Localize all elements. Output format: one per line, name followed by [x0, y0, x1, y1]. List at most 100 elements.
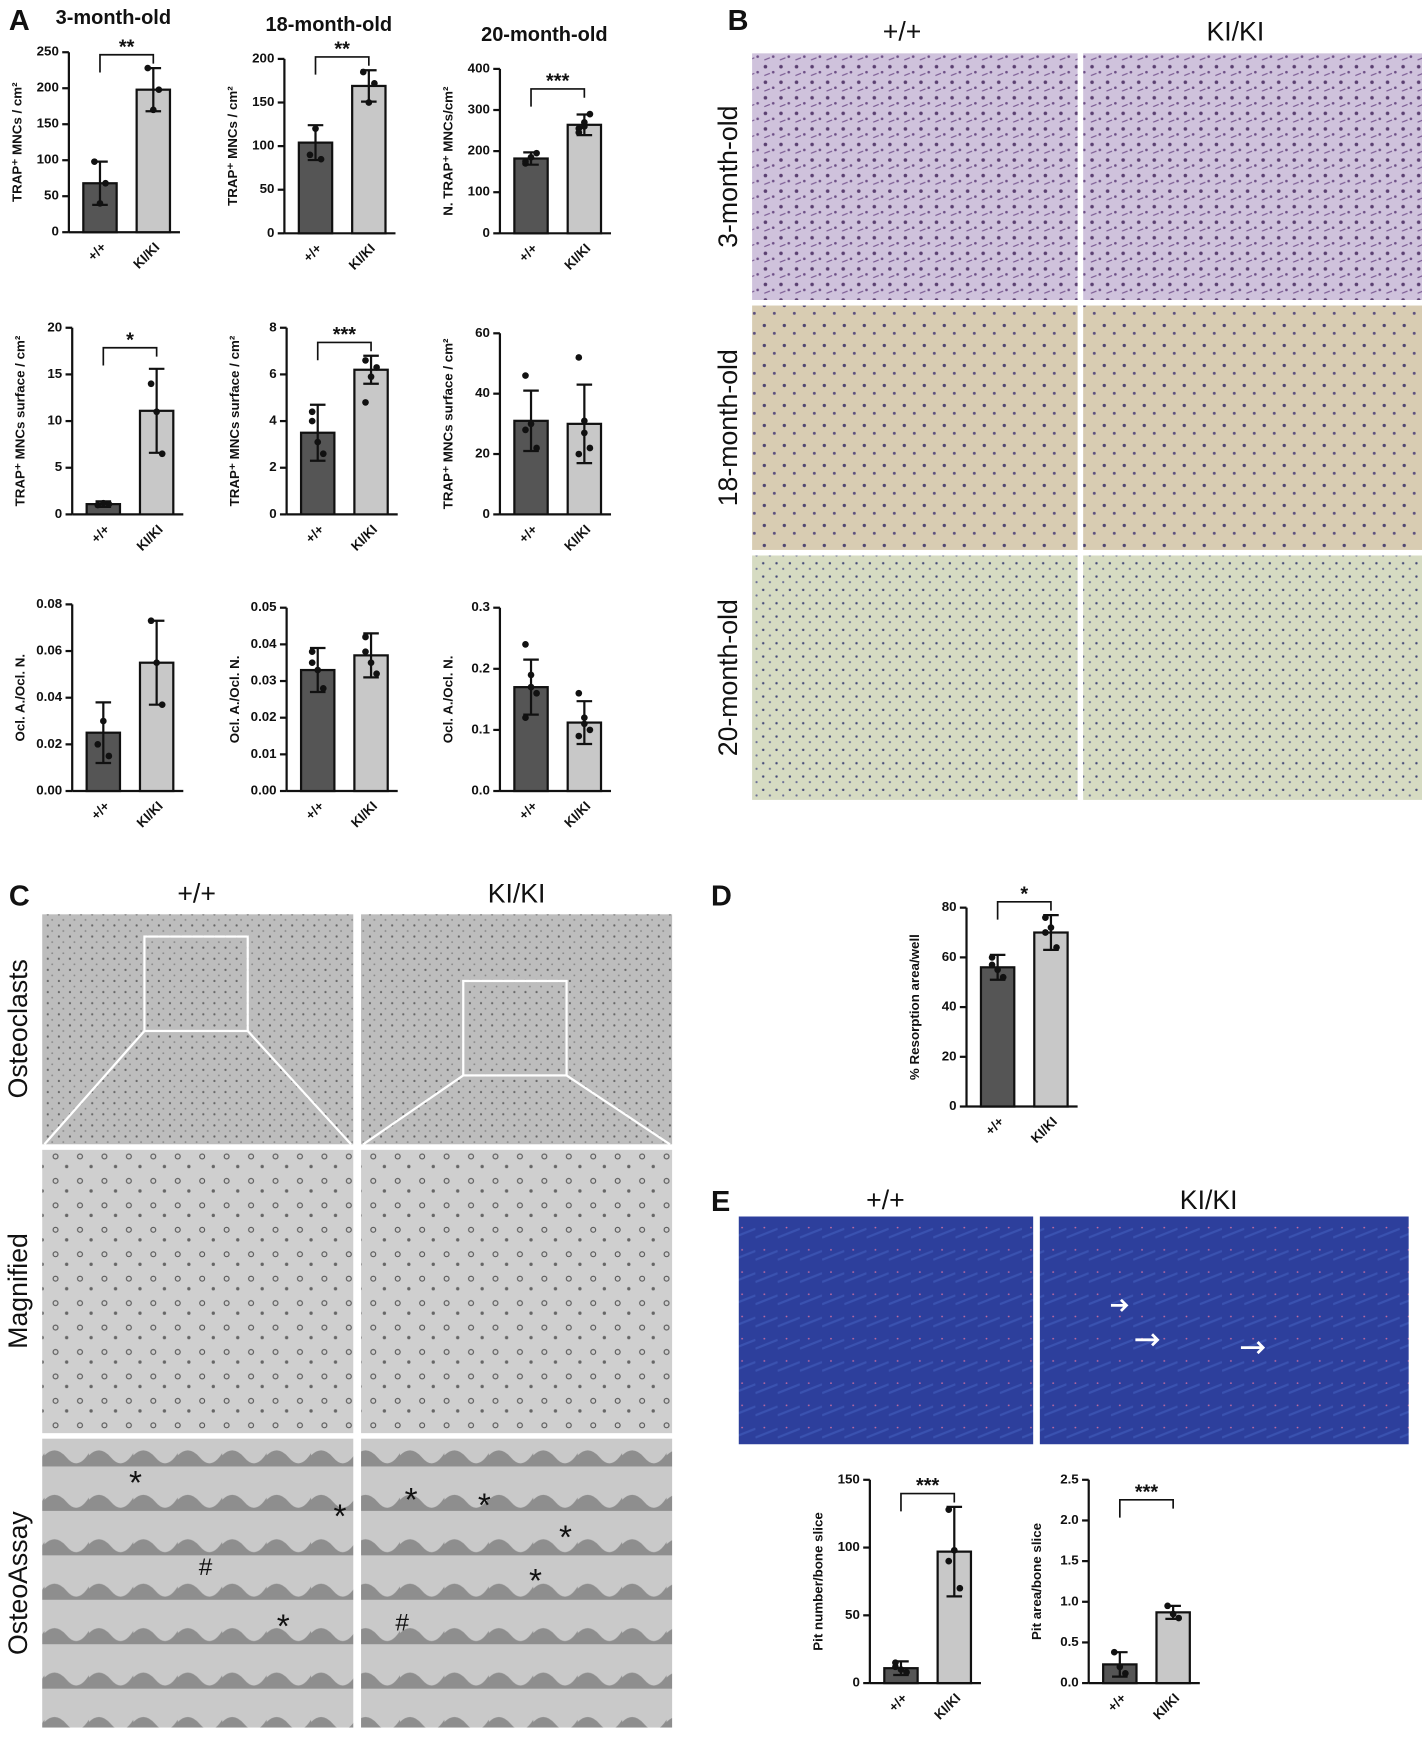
x-tick-label: +/+ [516, 798, 540, 822]
significance-bracket [316, 341, 372, 361]
data-point [362, 648, 369, 656]
x-tick-label: +/+ [982, 1114, 1006, 1138]
y-tick-label: 0.5 [1060, 1634, 1079, 1649]
data-point [988, 954, 996, 961]
significance-bracket [530, 88, 586, 107]
data-point [527, 420, 535, 428]
data-point [1116, 1663, 1124, 1671]
y-tick-label: 0.1 [471, 721, 490, 736]
x-tick-label: +/+ [88, 522, 112, 546]
row-label: 20-month-old [713, 599, 743, 756]
y-axis-label: TRAP⁺ MNCs / cm² [9, 82, 24, 202]
y-tick-label: 0.06 [36, 643, 62, 658]
y-tick-label: 8 [269, 319, 276, 334]
x-tick-label: KI/KI [134, 522, 166, 554]
y-tick-label: 0.00 [36, 783, 62, 798]
x-tick-label: KI/KI [346, 241, 378, 273]
significance-bracket [99, 53, 155, 73]
bar [135, 88, 172, 234]
data-point [1164, 1602, 1171, 1610]
significance-label: ** [334, 39, 350, 61]
data-point [99, 717, 107, 725]
data-point [581, 720, 588, 728]
y-axis-label: Pit area/bone slice [1029, 1523, 1044, 1640]
significance-label: *** [916, 1475, 940, 1497]
significance-bracket [314, 56, 370, 75]
data-point [897, 1666, 905, 1673]
panel-label: D [711, 880, 732, 912]
y-tick-label: 400 [468, 60, 490, 75]
y-tick-label: 0 [269, 506, 276, 521]
data-point [950, 1546, 958, 1554]
data-point [144, 64, 152, 72]
data-point [522, 426, 529, 434]
data-point [362, 399, 369, 406]
row-label: Osteoclasts [3, 959, 33, 1098]
y-tick-label: 60 [475, 325, 490, 340]
x-tick-label: +/+ [303, 798, 327, 822]
y-tick-label: 20 [942, 1048, 957, 1063]
data-point [527, 153, 535, 161]
panel-label: B [728, 5, 749, 37]
micrographs [42, 53, 1422, 1728]
panel-label: A [9, 5, 30, 37]
data-point [367, 659, 375, 667]
y-tick-label: 10 [47, 413, 62, 428]
data-point [312, 125, 319, 133]
y-tick-label: 200 [252, 50, 274, 65]
micrograph [1039, 1216, 1409, 1445]
micrograph [42, 914, 354, 1145]
data-point [105, 752, 113, 760]
data-point [527, 671, 535, 679]
row-label: Magnified [3, 1233, 33, 1349]
micrograph [361, 1149, 673, 1434]
data-point [147, 617, 155, 625]
data-point [319, 685, 327, 692]
zoom-box [462, 979, 568, 1077]
x-tick-label: +/+ [303, 522, 327, 546]
y-tick-label: 20 [475, 446, 490, 461]
data-point [1110, 1648, 1118, 1656]
y-tick-label: 200 [468, 143, 490, 158]
image-annotation: * [529, 1563, 542, 1600]
bar [566, 422, 603, 516]
data-point [373, 670, 380, 678]
error-bar [363, 632, 379, 679]
data-point [362, 633, 369, 641]
y-tick-label: 0.3 [471, 599, 490, 614]
data-point [581, 417, 588, 425]
micrograph [361, 1438, 673, 1728]
micrograph [42, 1438, 354, 1728]
significance-label: * [1020, 883, 1028, 905]
y-tick-label: 6 [269, 366, 276, 381]
bar [351, 84, 387, 235]
data-point [945, 1557, 953, 1565]
data-point [158, 450, 166, 458]
data-point [1047, 924, 1055, 931]
data-point [988, 961, 996, 969]
data-point [1042, 914, 1049, 921]
y-tick-label: 0 [949, 1098, 956, 1113]
error-bar [95, 701, 112, 765]
column-label: +/+ [866, 1185, 905, 1215]
data-point [147, 380, 155, 388]
x-tick-label: +/+ [88, 798, 112, 822]
data-point [586, 444, 594, 452]
data-point [1175, 1614, 1183, 1622]
column-label: KI/KI [1206, 16, 1264, 46]
y-axis-label: Ocl. A./Ocl. N. [440, 656, 455, 744]
column-label: +/+ [883, 16, 922, 46]
micrograph [361, 914, 673, 1145]
data-point [102, 179, 109, 187]
y-tick-label: 0.05 [251, 599, 278, 614]
bar [979, 966, 1016, 1108]
data-point [365, 99, 373, 106]
data-point [1169, 1610, 1177, 1618]
y-axis-label: TRAP⁺ MNCs / cm² [225, 86, 240, 206]
y-tick-label: 40 [942, 999, 957, 1014]
data-point [99, 499, 107, 507]
column-label: +/+ [177, 878, 216, 908]
y-tick-label: 0.02 [36, 736, 62, 751]
